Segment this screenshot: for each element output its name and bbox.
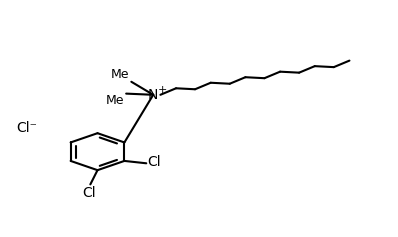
Text: Cl: Cl <box>82 186 96 200</box>
Text: N: N <box>148 88 158 102</box>
Text: Me: Me <box>111 68 129 81</box>
Text: Cl⁻: Cl⁻ <box>16 121 37 135</box>
Text: Me: Me <box>106 94 125 107</box>
Text: +: + <box>157 85 167 95</box>
Text: Cl: Cl <box>148 155 161 169</box>
